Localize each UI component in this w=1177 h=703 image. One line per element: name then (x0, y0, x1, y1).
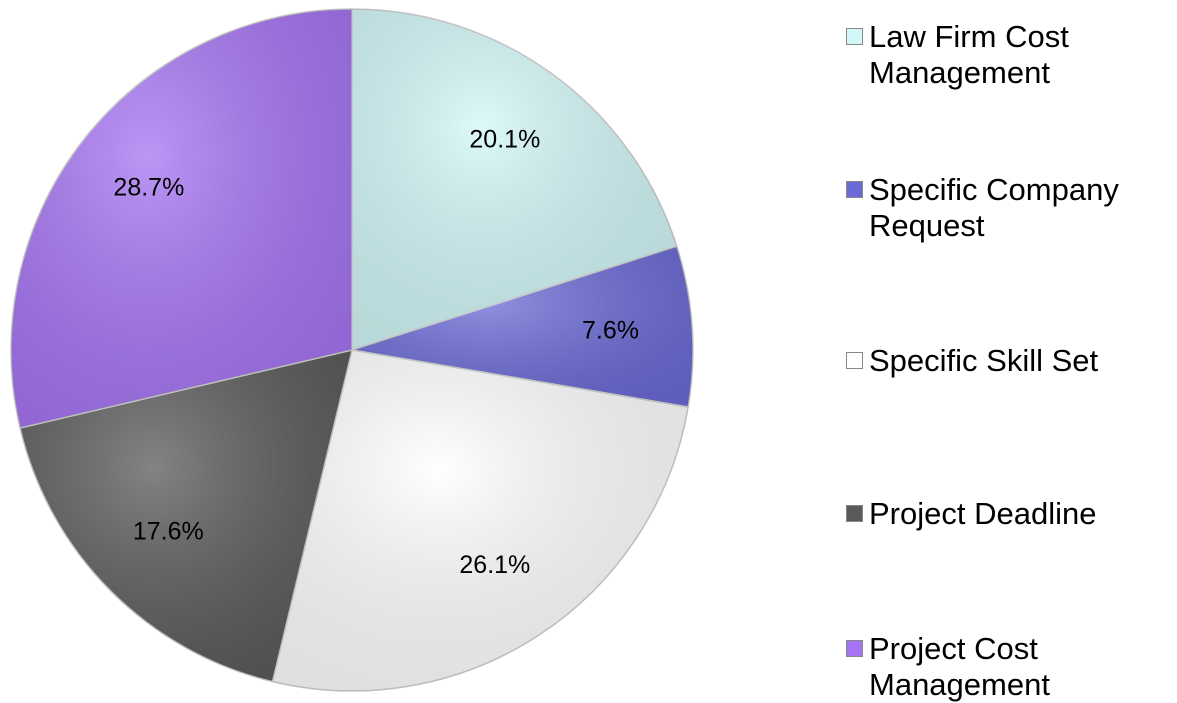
data-label: 26.1% (459, 551, 530, 579)
legend-swatch (846, 640, 863, 657)
slice-shade (272, 350, 689, 691)
slice-shade (352, 9, 677, 350)
legend-label: Law Firm Cost Management (869, 19, 1069, 90)
legend-label: Project Cost Management (869, 631, 1050, 702)
legend-item: Project Deadline (846, 496, 1156, 532)
legend-label: Specific Skill Set (869, 343, 1099, 378)
data-label: 7.6% (582, 316, 639, 344)
data-label: 28.7% (113, 174, 184, 202)
legend-item: Specific Skill Set (846, 343, 1156, 379)
legend-swatch (846, 352, 863, 369)
legend-item: Law Firm Cost Management (846, 19, 1156, 91)
slice-shade (10, 9, 352, 428)
legend-item: Specific Company Request (846, 172, 1156, 244)
legend-item: Project Cost Management (846, 631, 1156, 703)
legend-label: Project Deadline (869, 496, 1097, 531)
data-label: 20.1% (469, 125, 540, 153)
legend-swatch (846, 28, 863, 45)
legend-label: Specific Company Request (869, 172, 1119, 243)
slice-shade (20, 350, 353, 682)
slice-shade (352, 246, 693, 407)
legend-swatch (846, 505, 863, 522)
legend-swatch (846, 181, 863, 198)
chart: 20.1% 7.6% 26.1% 17.6% 28.7% (10, 8, 694, 692)
data-label: 17.6% (133, 517, 204, 545)
